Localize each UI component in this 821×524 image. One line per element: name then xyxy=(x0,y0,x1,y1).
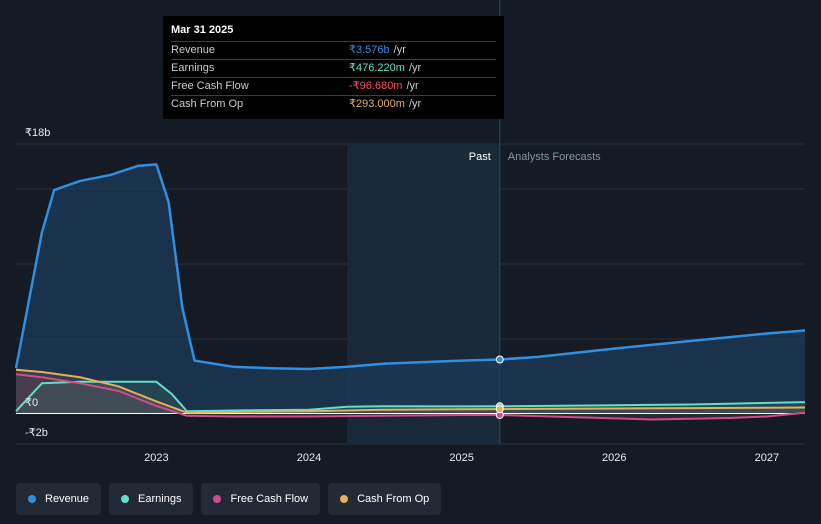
tooltip-label: Free Cash Flow xyxy=(171,80,249,92)
tooltip-label: Revenue xyxy=(171,44,216,56)
y-tick-label: ₹0 xyxy=(25,397,38,409)
legend-label: Earnings xyxy=(138,493,182,505)
tooltip-date: Mar 31 2025 xyxy=(171,24,234,36)
x-tick-label: 2026 xyxy=(602,452,626,464)
legend-label: Free Cash Flow xyxy=(230,493,309,505)
x-tick-label: 2027 xyxy=(755,452,779,464)
forecast-label: Analysts Forecasts xyxy=(508,151,601,163)
legend-item-revenue[interactable]: Revenue xyxy=(16,483,102,515)
tooltip-unit: /yr xyxy=(408,98,422,110)
legend: Revenue Earnings Free Cash Flow Cash Fro… xyxy=(16,483,442,515)
tooltip-unit: /yr xyxy=(393,44,406,56)
past-label: Past xyxy=(469,151,491,163)
y-tick-label: -₹2b xyxy=(25,427,48,439)
cash-from-op-area xyxy=(16,369,805,414)
legend-label: Revenue xyxy=(45,493,90,505)
tooltip-row-earnings: Earnings ₹476.220m /yr xyxy=(171,59,496,77)
x-tick-label: 2023 xyxy=(144,452,168,464)
legend-item-free-cash-flow[interactable]: Free Cash Flow xyxy=(201,483,321,515)
legend-dot-icon xyxy=(28,495,36,503)
tooltip-unit: /yr xyxy=(406,80,419,92)
x-tick-label: 2025 xyxy=(449,452,473,464)
tooltip-unit: /yr xyxy=(408,62,422,74)
tooltip-label: Cash From Op xyxy=(171,98,244,110)
legend-item-earnings[interactable]: Earnings xyxy=(109,483,194,515)
cash-from-op-line xyxy=(15,368,806,414)
legend-item-cash-from-op[interactable]: Cash From Op xyxy=(328,483,442,515)
x-tick-label: 2024 xyxy=(297,452,321,464)
tooltip-value: ₹293.000m xyxy=(349,98,405,110)
tooltip-row-revenue: Revenue ₹3.576b /yr xyxy=(171,41,496,59)
legend-dot-icon xyxy=(121,495,130,503)
legend-dot-icon xyxy=(340,495,349,503)
revenue-marker xyxy=(495,355,504,364)
free-cash-flow-area xyxy=(16,374,805,420)
tooltip-row-cash-from-op: Cash From Op ₹293.000m /yr xyxy=(171,95,496,113)
tooltip-label: Earnings xyxy=(171,62,215,74)
legend-dot-icon xyxy=(213,495,222,503)
free-cash-flow-line xyxy=(15,373,806,421)
tooltip-row-free-cash-flow: Free Cash Flow -₹96.680m /yr xyxy=(171,77,496,95)
y-tick-label: ₹18b xyxy=(25,127,50,139)
tooltip-value: ₹476.220m xyxy=(349,62,405,74)
revenue-area xyxy=(16,164,805,414)
legend-label: Cash From Op xyxy=(357,493,430,505)
revenue-line xyxy=(14,163,806,371)
cash-from-op-marker xyxy=(495,405,504,414)
tooltip-value: -₹96.680m xyxy=(349,80,403,92)
tooltip-value: ₹3.576b xyxy=(349,44,390,56)
tooltip: Mar 31 2025 Revenue ₹3.576b /yr Earnings… xyxy=(163,16,504,119)
earnings-line xyxy=(15,380,806,413)
